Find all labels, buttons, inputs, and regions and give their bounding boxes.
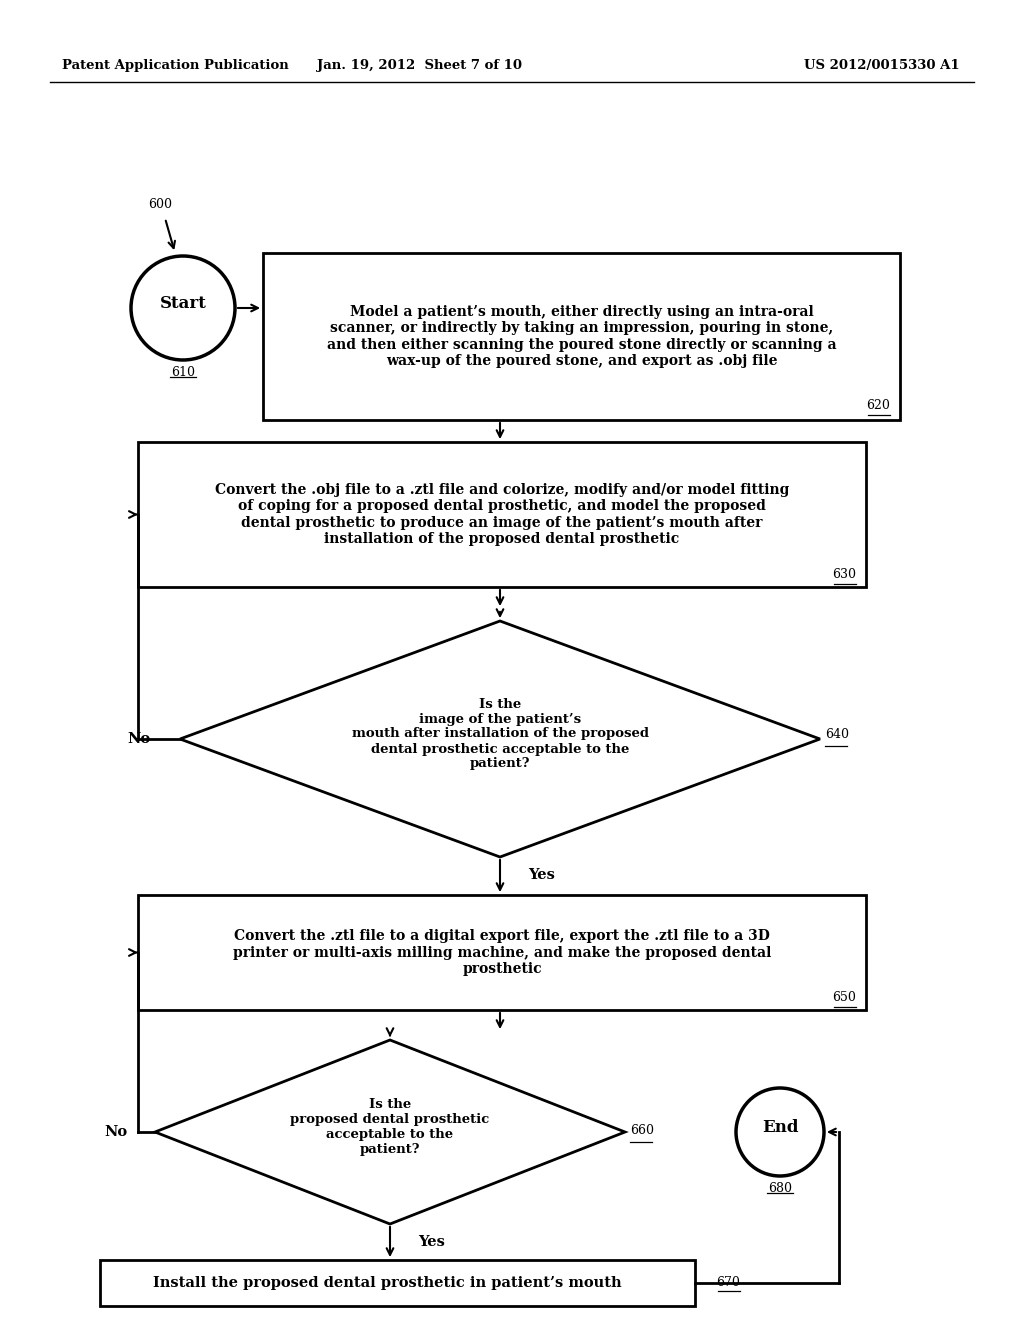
Text: End: End: [762, 1119, 799, 1137]
Text: 660: 660: [630, 1123, 654, 1137]
Text: US 2012/0015330 A1: US 2012/0015330 A1: [805, 58, 961, 71]
Bar: [138, 442, 866, 587]
Text: 680: 680: [768, 1181, 792, 1195]
Text: Install the proposed dental prosthetic in patient’s mouth: Install the proposed dental prosthetic i…: [154, 1276, 622, 1290]
Bar: [100, 1261, 695, 1305]
Text: 620: 620: [866, 399, 890, 412]
Text: 670: 670: [716, 1276, 740, 1290]
Text: Yes: Yes: [528, 869, 555, 882]
Text: Patent Application Publication: Patent Application Publication: [62, 58, 289, 71]
Text: 630: 630: [831, 568, 856, 581]
Text: Convert the .obj file to a .ztl file and colorize, modify and/or model fitting
o: Convert the .obj file to a .ztl file and…: [215, 483, 790, 545]
Text: 650: 650: [833, 991, 856, 1005]
Text: Jan. 19, 2012  Sheet 7 of 10: Jan. 19, 2012 Sheet 7 of 10: [317, 58, 522, 71]
Text: 640: 640: [825, 727, 849, 741]
Text: Is the
image of the patient’s
mouth after installation of the proposed
dental pr: Is the image of the patient’s mouth afte…: [351, 697, 648, 771]
Text: 600: 600: [148, 198, 172, 211]
Text: Is the
proposed dental prosthetic
acceptable to the
patient?: Is the proposed dental prosthetic accept…: [291, 1098, 489, 1156]
Text: Convert the .ztl file to a digital export file, export the .ztl file to a 3D
pri: Convert the .ztl file to a digital expor…: [232, 929, 771, 975]
Bar: [263, 253, 900, 420]
Text: No: No: [103, 1125, 127, 1139]
Text: Yes: Yes: [418, 1236, 444, 1249]
Text: 610: 610: [171, 366, 195, 379]
Text: No: No: [127, 733, 150, 746]
Text: Model a patient’s mouth, either directly using an intra-oral
scanner, or indirec: Model a patient’s mouth, either directly…: [327, 305, 837, 368]
Bar: [138, 895, 866, 1010]
Text: Start: Start: [160, 296, 207, 313]
